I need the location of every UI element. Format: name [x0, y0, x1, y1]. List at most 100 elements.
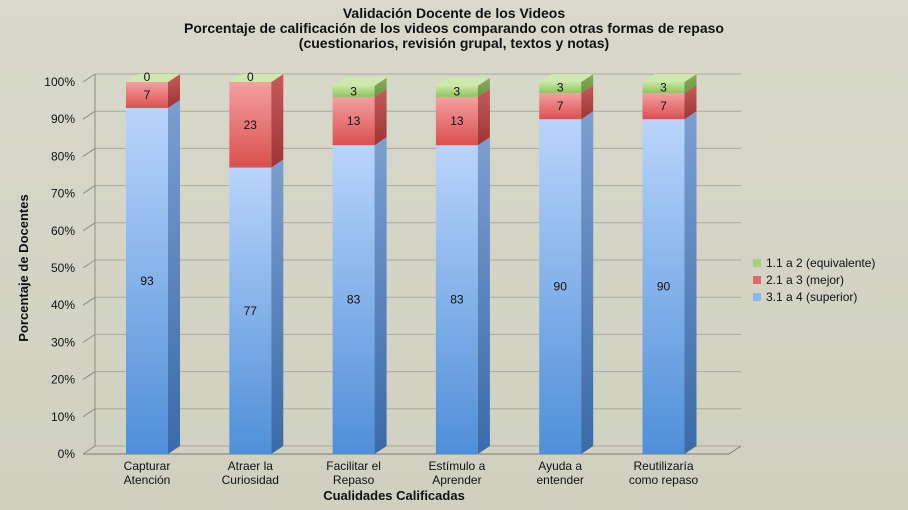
bar-segment-side: [684, 85, 697, 120]
x-category-label: entender: [537, 473, 584, 487]
x-category-label: como repaso: [629, 473, 699, 487]
bar-stack: 77 23 0: [229, 70, 284, 454]
bar-stack: 83 13 3: [435, 77, 490, 455]
bar-segment-side: [581, 111, 594, 454]
chart-title: Validación Docente de los Videos Porcent…: [184, 5, 724, 51]
x-category-label: Atraer la: [228, 459, 274, 473]
bar-segment-side: [271, 74, 284, 168]
data-label: 83: [347, 293, 361, 307]
chart-subtitle-line: (cuestionarios, revisión grupal, textos …: [299, 35, 609, 51]
y-tick-label: 70%: [51, 187, 75, 201]
data-label: 3: [660, 81, 667, 95]
data-label: 90: [657, 280, 671, 294]
bar-segment-side: [477, 137, 490, 455]
gridline-diagonal: [82, 73, 96, 83]
bar-top-face: [332, 77, 387, 86]
y-axis-title: Porcentaje de Docentes: [16, 194, 31, 341]
bar-stack: 90 7 3: [642, 74, 697, 454]
data-label: 93: [140, 274, 154, 288]
gridlines: [82, 73, 742, 455]
data-label: 77: [244, 304, 258, 318]
y-tick-label: 80%: [51, 149, 75, 163]
bars: 93 7 0 77 23 0 83 13 3 83 13 3 90 7 3 90 7 3: [126, 70, 697, 455]
data-label: 0: [247, 70, 254, 84]
data-label: 13: [347, 114, 361, 128]
x-category-label: Facilitar el: [326, 459, 381, 473]
bar-segment-side: [168, 74, 180, 109]
bar-segment: [435, 145, 478, 455]
bar-stack: 83 13 3: [332, 77, 387, 455]
y-tick-label: 100%: [44, 75, 75, 89]
gridline-diagonal: [82, 445, 96, 455]
bar-stack: 93 7 0: [126, 70, 180, 454]
bar-top-face: [539, 74, 594, 82]
data-label: 3: [557, 81, 564, 95]
bar-segment: [229, 82, 272, 168]
x-category-label: Estímulo a: [429, 459, 486, 473]
legend-item: 3.1 a 4 (superior): [753, 290, 857, 304]
data-label: 7: [557, 99, 564, 113]
bar-segment: [539, 93, 582, 120]
y-tick-label: 10%: [51, 410, 75, 424]
bar-segment-side: [374, 88, 387, 146]
bar-stack: 90 7 3: [539, 74, 594, 454]
y-tick-label: 90%: [51, 112, 75, 126]
bar-segment-side: [581, 85, 594, 120]
bar-top-face: [642, 74, 697, 82]
bar-segment: [642, 82, 685, 94]
data-label: 7: [660, 99, 667, 113]
data-label: 7: [144, 88, 151, 102]
bar-segment: [435, 85, 478, 97]
bar-segment: [539, 119, 582, 454]
legend-swatch: [753, 259, 761, 267]
gridline-diagonal: [82, 110, 96, 120]
data-label: 83: [450, 293, 464, 307]
bar-segment-side: [374, 77, 387, 97]
bar-segment: [435, 96, 478, 146]
legend: 1.1 a 2 (equivalente) 2.1 a 3 (mejor) 3.1 …: [753, 256, 875, 304]
bar-segment-side: [477, 88, 490, 146]
bar-segment: [332, 85, 375, 97]
bar-segment: [332, 145, 375, 455]
y-tick-label: 60%: [51, 224, 75, 238]
bar-segment-side: [477, 77, 490, 97]
x-category-label: Capturar: [124, 459, 171, 473]
x-category-label: Ayuda a: [538, 459, 582, 473]
data-label: 3: [454, 84, 461, 98]
legend-label: 3.1 a 4 (superior): [766, 290, 857, 304]
bar-segment: [332, 96, 375, 146]
chart-subtitle-line: Porcentaje de calificación de los videos…: [184, 20, 724, 36]
bar-top-face: [126, 74, 180, 82]
y-axis-ticks: 0% 10% 20% 30% 40% 50% 60% 70% 80% 90% 100%: [44, 75, 75, 461]
legend-item: 1.1 a 2 (equivalente): [753, 256, 875, 270]
legend-label: 1.1 a 2 (equivalente): [766, 256, 875, 270]
bar-segment: [126, 108, 168, 454]
gridline-diagonal: [82, 147, 96, 157]
bar-segment: [229, 167, 272, 454]
bar-segment: [642, 119, 685, 454]
y-tick-label: 30%: [51, 335, 75, 349]
bar-top-face: [435, 77, 490, 86]
data-label: 23: [244, 118, 258, 132]
y-tick-label: 0%: [58, 447, 76, 461]
x-category-label: Aprender: [432, 473, 481, 487]
gridline-diagonal: [82, 408, 96, 418]
bar-segment: [126, 82, 168, 109]
bar-segment-side: [168, 100, 180, 454]
x-axis-title: Cualidades Calificadas: [323, 488, 465, 503]
legend-swatch: [753, 293, 761, 301]
legend-swatch: [753, 276, 761, 284]
bar-segment-side: [581, 74, 594, 94]
y-tick-label: 20%: [51, 373, 75, 387]
bar-segment-side: [684, 74, 697, 94]
bar-segment-side: [271, 159, 284, 454]
gridline-diagonal: [82, 259, 96, 269]
y-tick-label: 50%: [51, 261, 75, 275]
data-label: 13: [450, 114, 464, 128]
gridline-diagonal: [82, 185, 96, 195]
bar-segment: [539, 82, 582, 94]
x-category-label: Reutilizaría: [633, 459, 693, 473]
bar-segment-side: [684, 111, 697, 454]
gridline-diagonal: [82, 296, 96, 306]
